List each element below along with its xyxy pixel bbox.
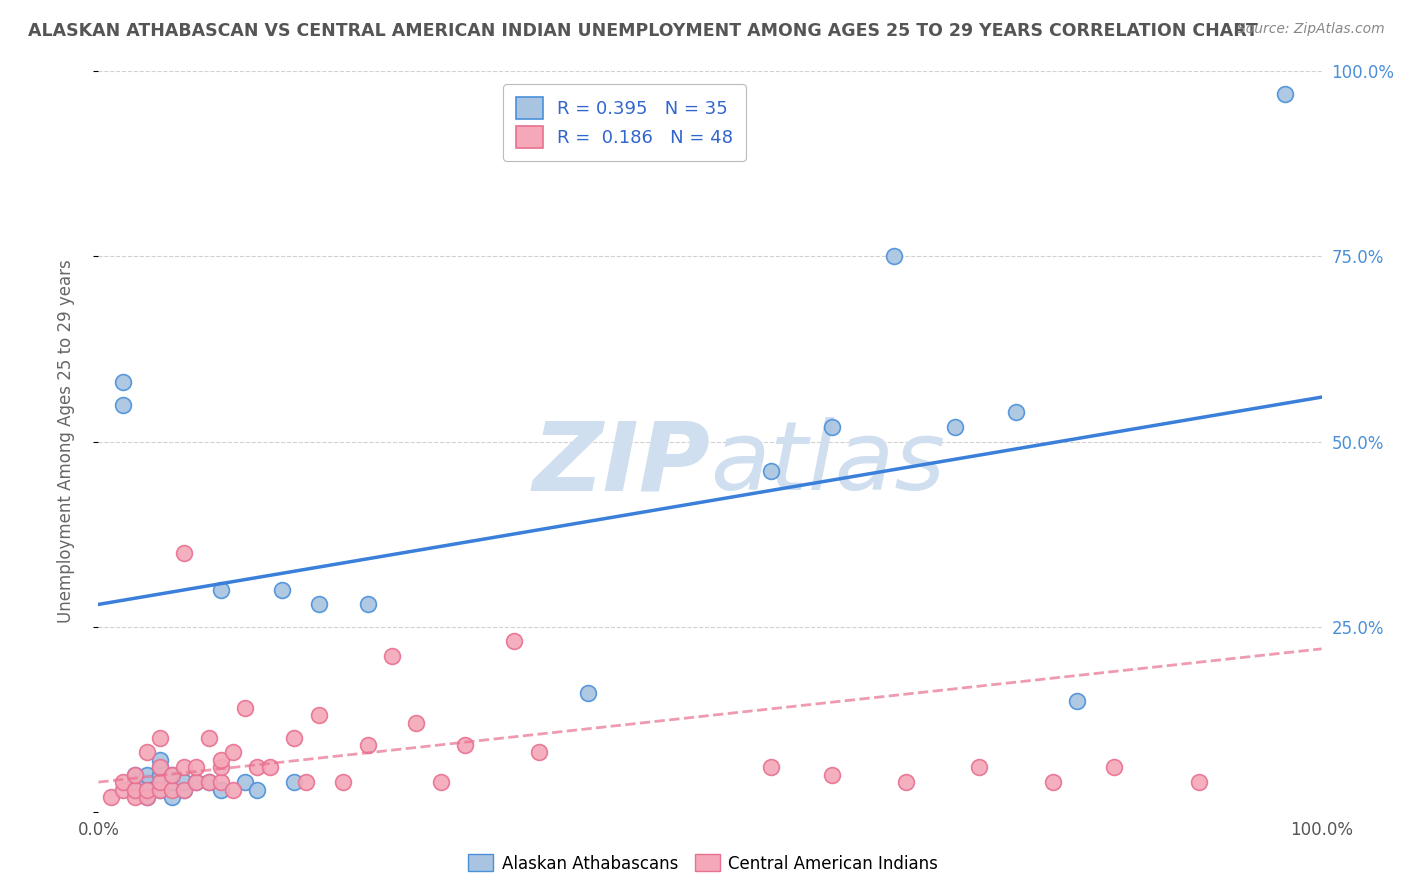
Point	[111, 775, 134, 789]
Point	[1274, 87, 1296, 101]
Point	[160, 789, 183, 804]
Point	[883, 250, 905, 264]
Point	[222, 746, 245, 760]
Point	[1188, 775, 1211, 789]
Text: ZIP: ZIP	[531, 417, 710, 510]
Point	[576, 686, 599, 700]
Point	[173, 546, 195, 560]
Point	[173, 782, 195, 797]
Point	[149, 731, 172, 745]
Point	[356, 738, 378, 752]
Point	[100, 789, 122, 804]
Point	[124, 775, 146, 789]
Point	[454, 738, 477, 752]
Point	[503, 634, 526, 648]
Point	[149, 760, 172, 774]
Point	[173, 775, 195, 789]
Point	[136, 746, 159, 760]
Point	[430, 775, 453, 789]
Point	[160, 767, 183, 781]
Point	[160, 767, 183, 781]
Point	[136, 789, 159, 804]
Point	[233, 701, 256, 715]
Point	[111, 398, 134, 412]
Point	[246, 760, 269, 774]
Point	[943, 419, 966, 434]
Point	[1004, 405, 1026, 419]
Point	[381, 649, 404, 664]
Point	[308, 598, 330, 612]
Point	[136, 789, 159, 804]
Point	[209, 760, 232, 774]
Point	[149, 760, 172, 774]
Point	[149, 767, 172, 781]
Y-axis label: Unemployment Among Ages 25 to 29 years: Unemployment Among Ages 25 to 29 years	[56, 260, 75, 624]
Point	[186, 760, 208, 774]
Point	[270, 582, 294, 597]
Point	[186, 775, 208, 789]
Point	[894, 775, 917, 789]
Point	[160, 782, 183, 797]
Point	[124, 767, 146, 781]
Point	[197, 775, 219, 789]
Point	[197, 775, 219, 789]
Point	[821, 419, 844, 434]
Point	[124, 782, 146, 797]
Point	[124, 782, 146, 797]
Text: ALASKAN ATHABASCAN VS CENTRAL AMERICAN INDIAN UNEMPLOYMENT AMONG AGES 25 TO 29 Y: ALASKAN ATHABASCAN VS CENTRAL AMERICAN I…	[28, 22, 1258, 40]
Point	[124, 767, 146, 781]
Point	[160, 775, 183, 789]
Point	[173, 760, 195, 774]
Point	[186, 775, 208, 789]
Legend: Alaskan Athabascans, Central American Indians: Alaskan Athabascans, Central American In…	[461, 847, 945, 880]
Legend: R = 0.395   N = 35, R =  0.186   N = 48: R = 0.395 N = 35, R = 0.186 N = 48	[503, 84, 745, 161]
Point	[209, 753, 232, 767]
Point	[527, 746, 550, 760]
Point	[356, 598, 378, 612]
Point	[405, 715, 427, 730]
Point	[111, 782, 134, 797]
Point	[259, 760, 281, 774]
Point	[111, 376, 134, 390]
Point	[233, 775, 256, 789]
Point	[149, 775, 172, 789]
Point	[209, 775, 232, 789]
Point	[209, 782, 232, 797]
Point	[967, 760, 990, 774]
Point	[283, 731, 305, 745]
Point	[149, 753, 172, 767]
Point	[761, 760, 783, 774]
Text: atlas: atlas	[710, 417, 945, 510]
Point	[283, 775, 305, 789]
Point	[821, 767, 844, 781]
Text: Source: ZipAtlas.com: Source: ZipAtlas.com	[1237, 22, 1385, 37]
Point	[1066, 694, 1088, 708]
Point	[1042, 775, 1064, 789]
Point	[136, 775, 159, 789]
Point	[308, 708, 330, 723]
Point	[136, 782, 159, 797]
Point	[149, 782, 172, 797]
Point	[136, 767, 159, 781]
Point	[173, 782, 195, 797]
Point	[332, 775, 354, 789]
Point	[222, 782, 245, 797]
Point	[295, 775, 318, 789]
Point	[149, 782, 172, 797]
Point	[124, 789, 146, 804]
Point	[209, 582, 232, 597]
Point	[246, 782, 269, 797]
Point	[761, 464, 783, 478]
Point	[197, 731, 219, 745]
Point	[1102, 760, 1125, 774]
